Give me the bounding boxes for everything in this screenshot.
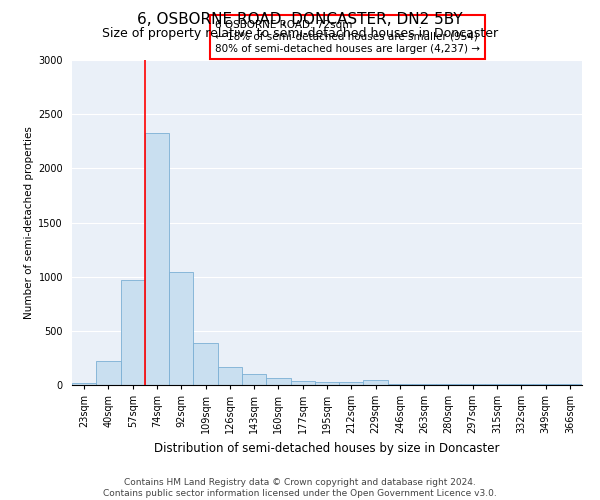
Bar — [461, 384, 485, 385]
Y-axis label: Number of semi-detached properties: Number of semi-detached properties — [24, 126, 34, 319]
Bar — [96, 361, 121, 385]
Bar — [388, 384, 412, 385]
Bar — [558, 384, 582, 385]
Bar — [193, 343, 218, 385]
Bar — [339, 382, 364, 385]
Bar — [290, 381, 315, 385]
Bar — [145, 132, 169, 385]
Text: 6, OSBORNE ROAD, DONCASTER, DN2 5BY: 6, OSBORNE ROAD, DONCASTER, DN2 5BY — [137, 12, 463, 28]
Bar — [218, 366, 242, 385]
Bar — [533, 384, 558, 385]
X-axis label: Distribution of semi-detached houses by size in Doncaster: Distribution of semi-detached houses by … — [154, 442, 500, 454]
Bar — [485, 384, 509, 385]
Bar — [364, 380, 388, 385]
Bar — [169, 272, 193, 385]
Text: Size of property relative to semi-detached houses in Doncaster: Size of property relative to semi-detach… — [102, 28, 498, 40]
Bar — [412, 384, 436, 385]
Bar — [242, 374, 266, 385]
Bar — [509, 384, 533, 385]
Bar — [266, 378, 290, 385]
Bar — [436, 384, 461, 385]
Text: Contains HM Land Registry data © Crown copyright and database right 2024.
Contai: Contains HM Land Registry data © Crown c… — [103, 478, 497, 498]
Text: 6 OSBORNE ROAD: 72sqm
← 18% of semi-detached houses are smaller (954)
80% of sem: 6 OSBORNE ROAD: 72sqm ← 18% of semi-deta… — [215, 20, 480, 54]
Bar — [72, 384, 96, 385]
Bar — [121, 280, 145, 385]
Bar — [315, 382, 339, 385]
